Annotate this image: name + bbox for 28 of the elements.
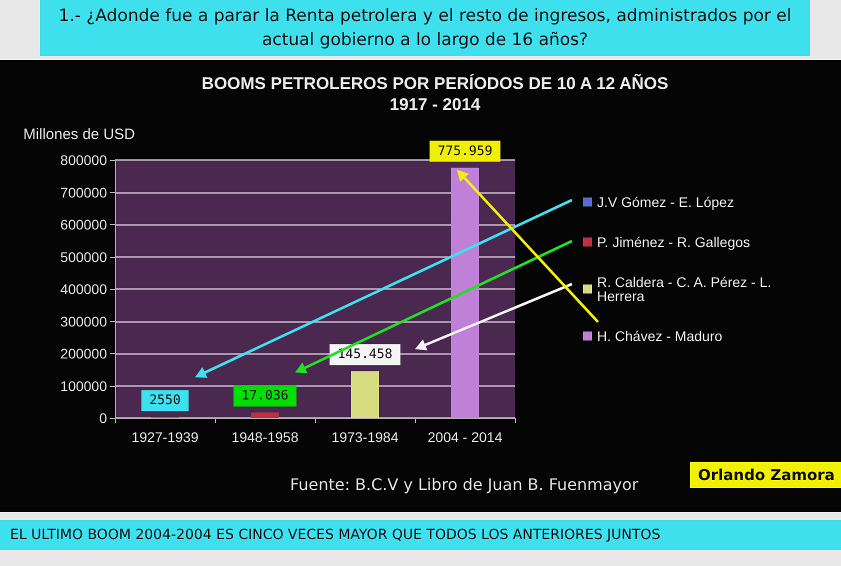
x-tick-label: 2004 - 2014 — [428, 429, 503, 445]
x-tick-label: 1927-1939 — [132, 429, 199, 445]
y-axis-title: Millones de USD — [23, 126, 136, 143]
text: Orlando Zamora — [690, 462, 841, 488]
x-tick-label: 1973-1984 — [332, 429, 399, 445]
legend-label: R. Caldera - C. A. Pérez - L. Herrera — [597, 274, 776, 304]
y-tick-label: 800000 — [60, 152, 108, 168]
text: EL ULTIMO BOOM 2004-2004 ES CINCO VECES MAYOR QUE TODOS LOS ANTERIORES JUNTOS — [0, 520, 841, 550]
data-label: 775.959 — [438, 144, 492, 159]
text: 1.- ¿Adonde fue a parar la Renta petrolera y el resto de ingresos, administrados por el actual gobierno a lo largo de 16 años? — [40, 0, 810, 56]
legend-label: P. Jiménez - R. Gallegos — [597, 234, 750, 250]
data-label: 2550 — [149, 393, 181, 408]
legend-label: H. Chávez - Maduro — [597, 328, 722, 344]
y-tick-label: 0 — [99, 410, 108, 426]
y-tick-label: 500000 — [60, 248, 108, 265]
data-label: 145.458 — [338, 347, 392, 362]
y-tick-label: 600000 — [60, 216, 108, 232]
x-tick-label: 1948-1958 — [232, 429, 299, 445]
y-tick-label: 100000 — [60, 378, 108, 394]
source-note: Fuente: B.C.V y Libro de Juan B. Fuenmayor — [290, 475, 638, 494]
chart-title: BOOMS PETROLEROS POR PERÍODOS DE 10 A 12 AÑOS — [202, 73, 668, 93]
y-tick-label: 300000 — [60, 313, 108, 330]
y-tick-label: 200000 — [60, 346, 108, 362]
chart-subtitle: 1917 - 2014 — [390, 95, 481, 114]
y-tick-label: 400000 — [60, 281, 108, 297]
legend-label: J.V Gómez - E. López — [597, 194, 734, 210]
y-tick-label: 700000 — [60, 184, 108, 200]
data-label: 17.036 — [242, 388, 288, 404]
